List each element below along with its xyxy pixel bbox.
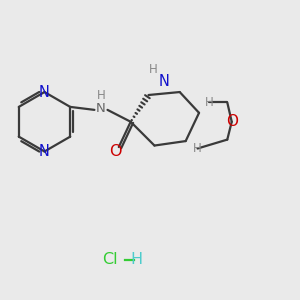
Text: H: H xyxy=(130,253,143,268)
Text: H: H xyxy=(149,63,158,76)
Text: O: O xyxy=(226,114,238,129)
Text: N: N xyxy=(39,85,50,100)
Text: O: O xyxy=(110,144,122,159)
Text: N: N xyxy=(96,102,106,115)
Text: H: H xyxy=(205,96,214,109)
Text: N: N xyxy=(159,74,170,89)
Text: N: N xyxy=(39,144,50,159)
Text: H: H xyxy=(193,142,202,155)
Text: Cl: Cl xyxy=(102,253,118,268)
Text: H: H xyxy=(97,88,105,101)
